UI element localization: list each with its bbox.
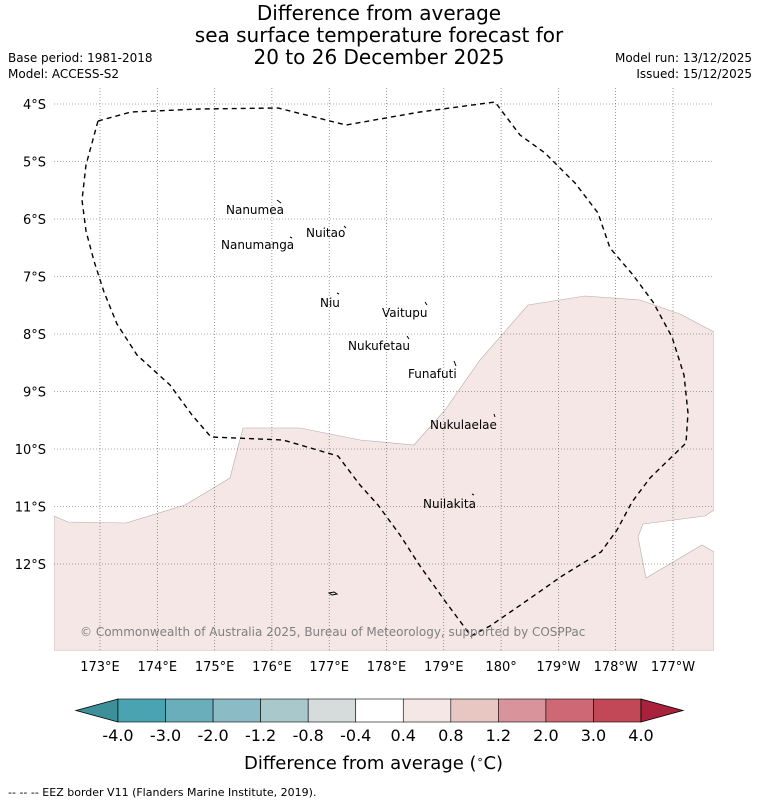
eez-border [81,101,689,637]
eez-footnote: -- -- -- EEZ border V11 (Flanders Marine… [8,786,317,799]
lon-label: 175°E [195,660,235,675]
lon-label: 179°E [424,660,464,675]
place-nuilakita: Nuilakita [423,497,476,511]
lat-label: 5°S [23,156,46,171]
base-period: Base period: 1981-2018 [8,51,153,65]
lon-label: 180° [485,660,516,675]
lon-label: 177°W [651,660,695,675]
place-vaitupu: Vaitupu [382,306,428,320]
title-line-2: sea surface temperature forecast for [194,23,564,47]
lon-label: 174°E [138,660,178,675]
place-nanumea: Nanumea [226,203,284,217]
colorbar-segment [307,698,357,723]
colorbar-tick: 2.0 [533,726,558,745]
place-nukufetau: Nukufetau [348,339,410,353]
place-nukulaelae: Nukulaelae [430,418,497,432]
small-island-outline [327,591,339,596]
colorbar-tick: 1.2 [486,726,511,745]
colorbar-segment [545,698,594,723]
model-run: Model run: 13/12/2025 [614,51,752,65]
colorbar-extend-high [640,698,685,723]
colorbar-tick: 0.4 [391,726,416,745]
longitude-gridlines [99,88,674,651]
lat-label: 11°S [15,501,46,516]
colorbar-segment [402,698,452,723]
latitude-gridlines [54,103,714,565]
place-nuitao: Nuitao [306,226,345,240]
lon-label: 178°W [594,660,638,675]
issued-date: Issued: 15/12/2025 [636,67,752,81]
lon-label: 179°W [536,660,580,675]
lat-label: 9°S [23,386,46,401]
colorbar-tick: -1.2 [245,726,276,745]
longitude-labels: 173°E 174°E 175°E 176°E 177°E 178°E 179°E 180° 1… [80,660,695,675]
copyright-notice: © Commonwealth of Australia 2025, Bureau… [80,625,585,639]
lat-label: 12°S [15,558,46,573]
colorbar-tick-labels: -4.0 -3.0 -2.0 -1.2 -0.8 -0.4 0.4 0.8 1.2 2.0 3.0 4… [102,726,653,745]
title-line-1: Difference from average [256,1,502,25]
place-niu: Niu [320,296,340,310]
degree-symbol: ∘ [477,753,484,766]
colorbar-title: Difference from average (∘C) [244,753,503,774]
colorbar-tick: -3.0 [150,726,181,745]
colorbar-tick: -2.0 [197,726,228,745]
lat-label: 7°S [23,271,46,286]
colorbar-tick: 4.0 [628,726,653,745]
colorbar-tick: -4.0 [102,726,133,745]
colorbar-tick: -0.4 [340,726,371,745]
lat-label: 6°S [23,213,46,228]
lon-label: 178°E [367,660,407,675]
latitude-labels: 4°S 5°S 6°S 7°S 8°S 9°S 10°S 11°S 12°S [15,98,46,573]
colorbar-segment [165,698,214,723]
colorbar-segment [355,698,404,723]
place-nanumanga: Nanumanga [221,238,294,252]
colorbar-segment [212,698,261,723]
colorbar-extend-low [74,698,119,723]
lat-label: 8°S [23,328,46,343]
colorbar-segment [498,698,547,723]
lon-label: 173°E [80,660,120,675]
model-name: Model: ACCESS-S2 [8,67,120,81]
place-funafuti: Funafuti [408,367,457,381]
anomaly-region-0.4-0.8 [54,295,714,651]
lon-label: 177°E [309,660,349,675]
lon-label: 176°E [252,660,292,675]
colorbar-tick: 3.0 [581,726,606,745]
colorbar-segment [117,698,166,723]
colorbar-segment [260,698,309,723]
colorbar [74,698,685,723]
lat-label: 10°S [15,443,46,458]
colorbar-segment [450,698,499,723]
title-line-3: 20 to 26 December 2025 [253,45,505,69]
colorbar-tick: 0.8 [438,726,463,745]
colorbar-segment [593,698,642,723]
colorbar-tick: -0.8 [293,726,324,745]
lat-label: 4°S [23,98,46,113]
island-marks [276,199,496,496]
